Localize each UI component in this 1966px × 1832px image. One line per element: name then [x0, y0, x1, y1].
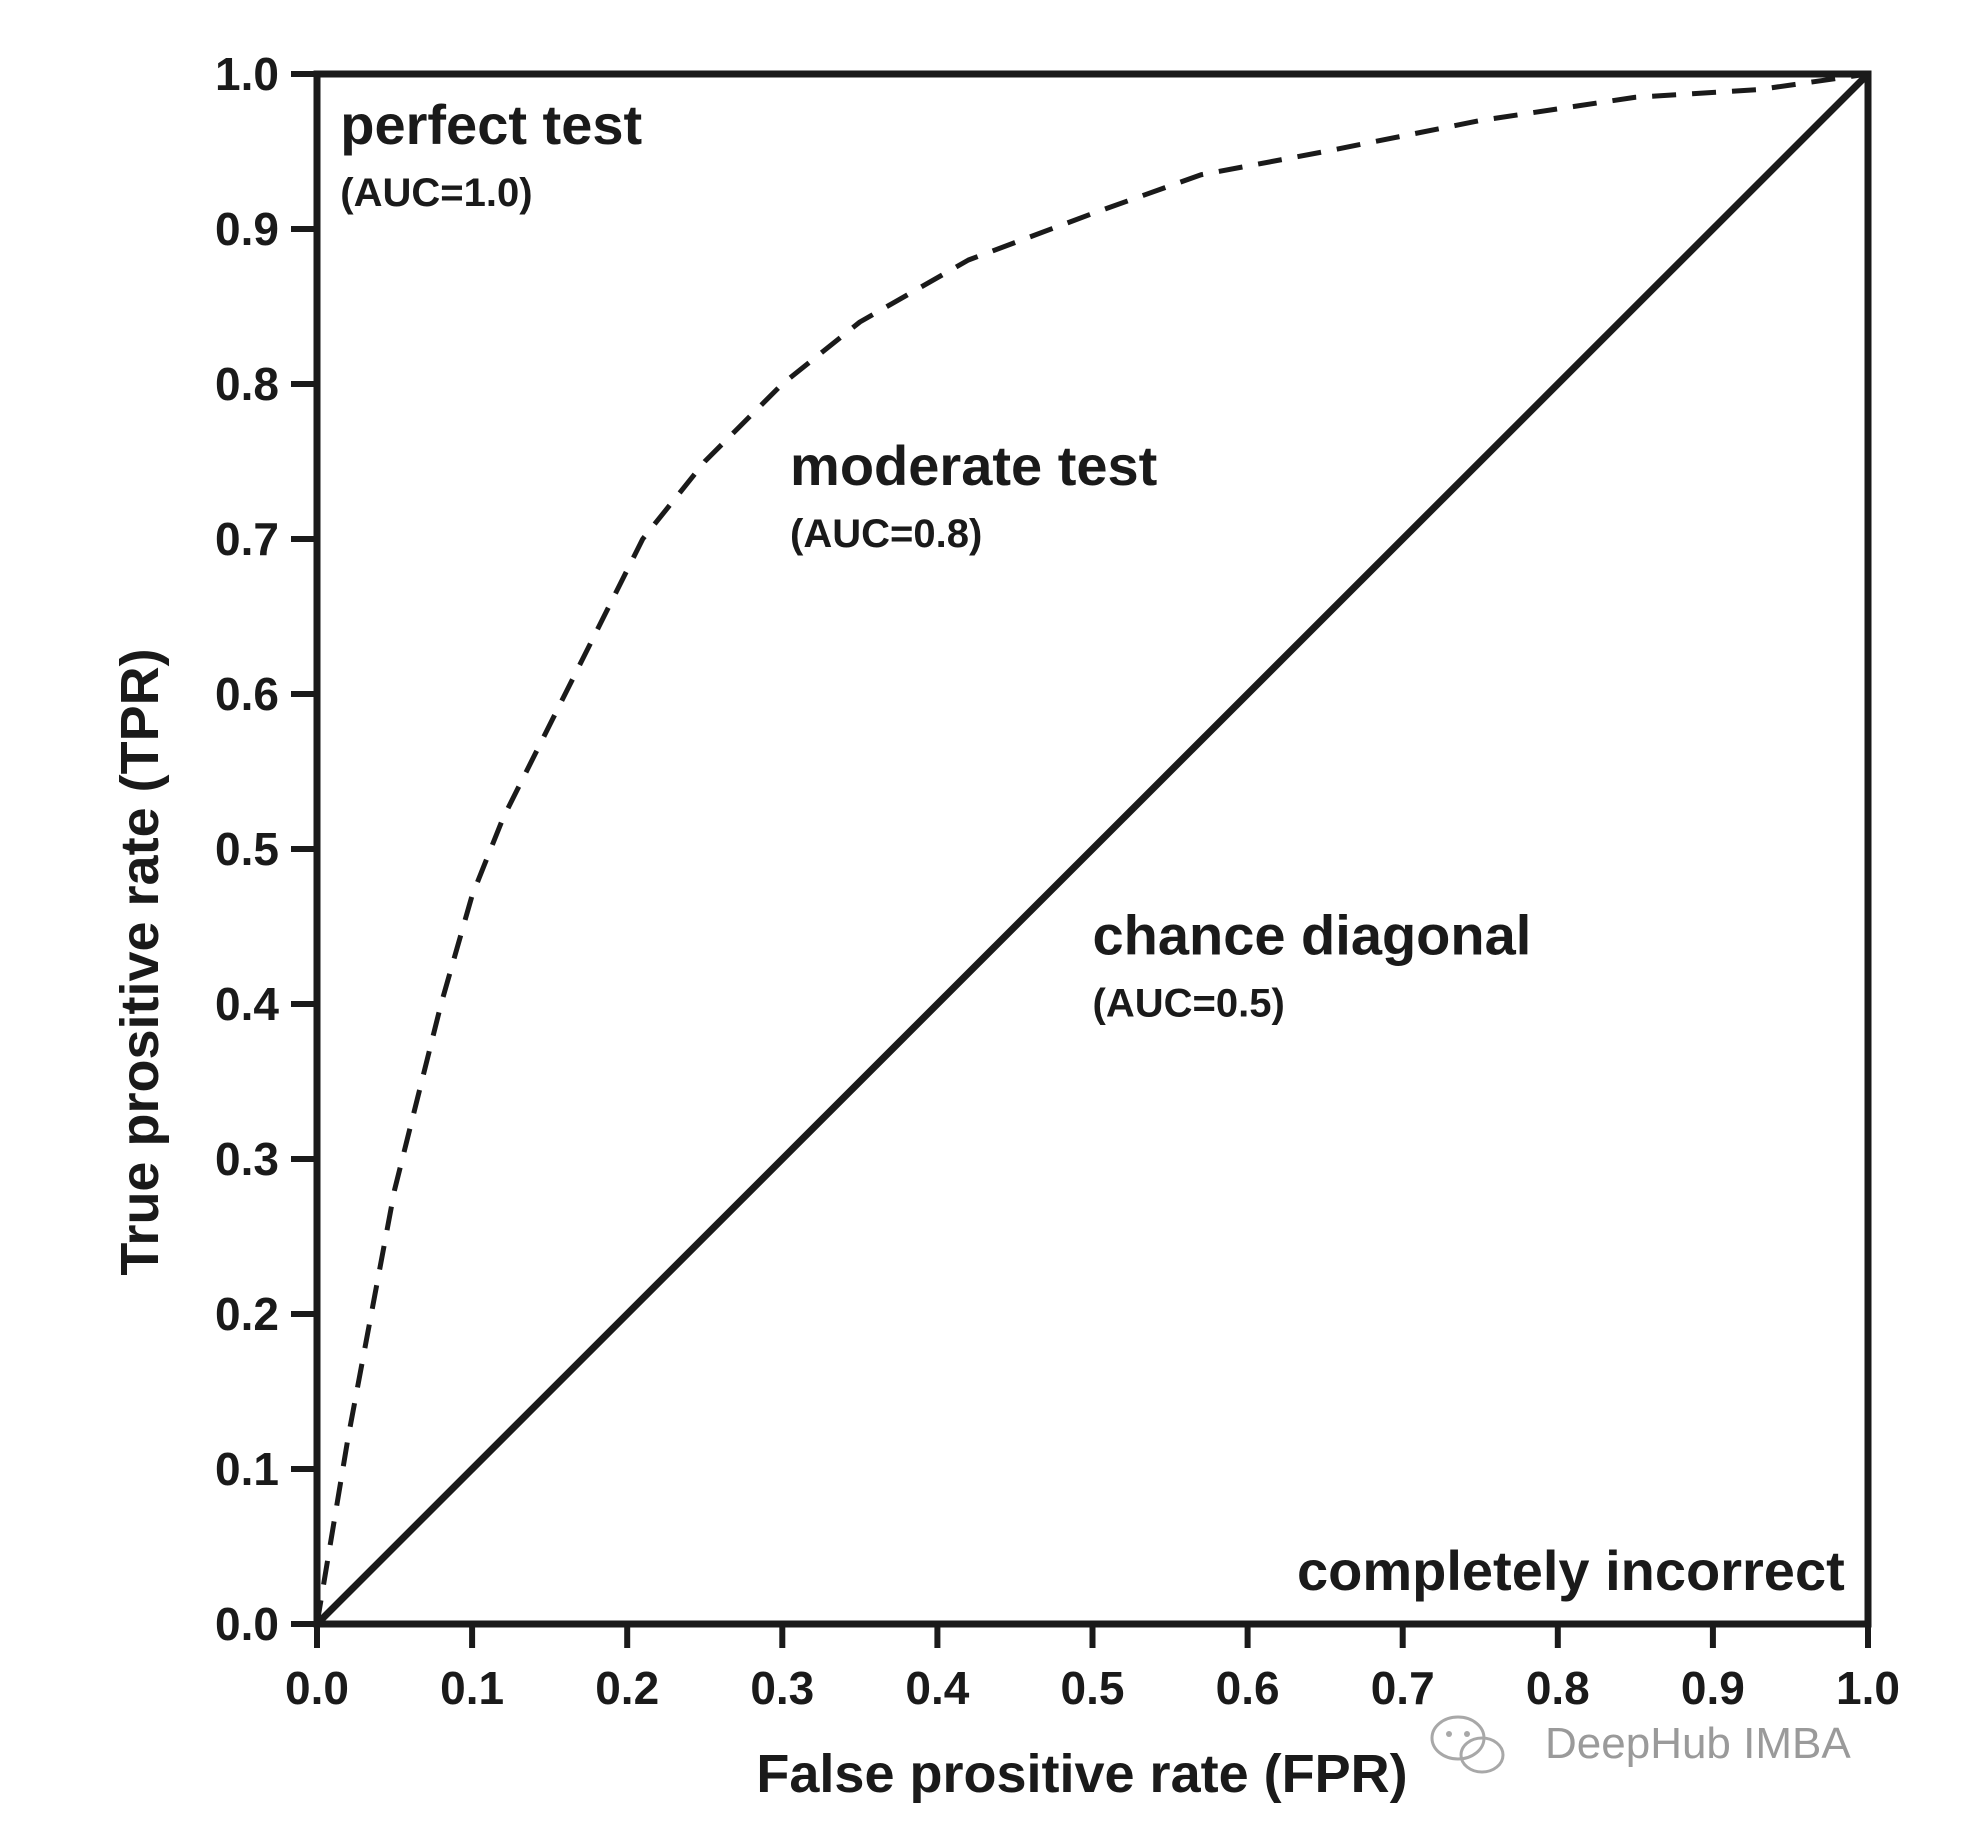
y-tick-label: 0.8	[215, 358, 279, 410]
annotation-title: perfect test	[340, 93, 642, 156]
y-tick-label: 0.2	[215, 1288, 279, 1340]
y-axis-title: True prositive rate (TPR)	[110, 648, 170, 1275]
x-tick-label: 0.4	[905, 1662, 969, 1714]
y-tick-label: 0.0	[215, 1598, 279, 1650]
y-tick-label: 0.7	[215, 513, 279, 565]
y-axis-ticks: 0.0 0.1 0.2 0.3 0.4 0.5 0.6 0.7 0.8 0.9 1.0	[215, 48, 317, 1650]
roc-curve-dashed	[314, 71, 1869, 1625]
watermark: DeepHub IMBA	[1430, 1715, 1851, 1774]
x-tick-label: 0.7	[1371, 1662, 1435, 1714]
annotation-layer: perfect test (AUC=1.0) moderate test (AUC=0…	[340, 93, 1844, 1602]
y-tick-label: 0.1	[215, 1443, 279, 1495]
x-tick-label: 0.5	[1061, 1662, 1125, 1714]
y-tick-label: 0.6	[215, 668, 279, 720]
watermark-text: DeepHub IMBA	[1545, 1719, 1851, 1768]
x-tick-label: 0.6	[1216, 1662, 1280, 1714]
wechat-icon	[1430, 1715, 1505, 1774]
x-tick-label: 0.9	[1681, 1662, 1745, 1714]
x-tick-label: 0.1	[440, 1662, 504, 1714]
annotation-title: completely incorrect	[1297, 1539, 1845, 1602]
annotation-auc: (AUC=0.8)	[790, 512, 982, 556]
y-tick-label: 0.3	[215, 1133, 279, 1185]
series-layer	[314, 71, 1871, 1627]
annotation-title: chance diagonal	[1093, 903, 1532, 966]
y-tick-label: 0.4	[215, 978, 279, 1030]
annotation-title: moderate test	[790, 434, 1157, 497]
y-tick-label: 0.9	[215, 203, 279, 255]
y-tick-label: 1.0	[215, 48, 279, 100]
y-tick-label: 0.5	[215, 823, 279, 875]
x-tick-label: 0.0	[285, 1662, 349, 1714]
roc-line-solid	[314, 71, 1871, 1627]
x-tick-label: 1.0	[1836, 1662, 1900, 1714]
annotation-auc: (AUC=1.0)	[340, 171, 532, 215]
x-tick-label: 0.8	[1526, 1662, 1590, 1714]
x-axis-ticks: 0.0 0.1 0.2 0.3 0.4 0.5 0.6 0.7 0.8 0.9 1.0	[285, 1624, 1900, 1714]
x-axis-title: False prositive rate (FPR)	[756, 1744, 1407, 1804]
x-tick-label: 0.3	[750, 1662, 814, 1714]
x-tick-label: 0.2	[595, 1662, 659, 1714]
annotation-auc: (AUC=0.5)	[1093, 981, 1285, 1025]
